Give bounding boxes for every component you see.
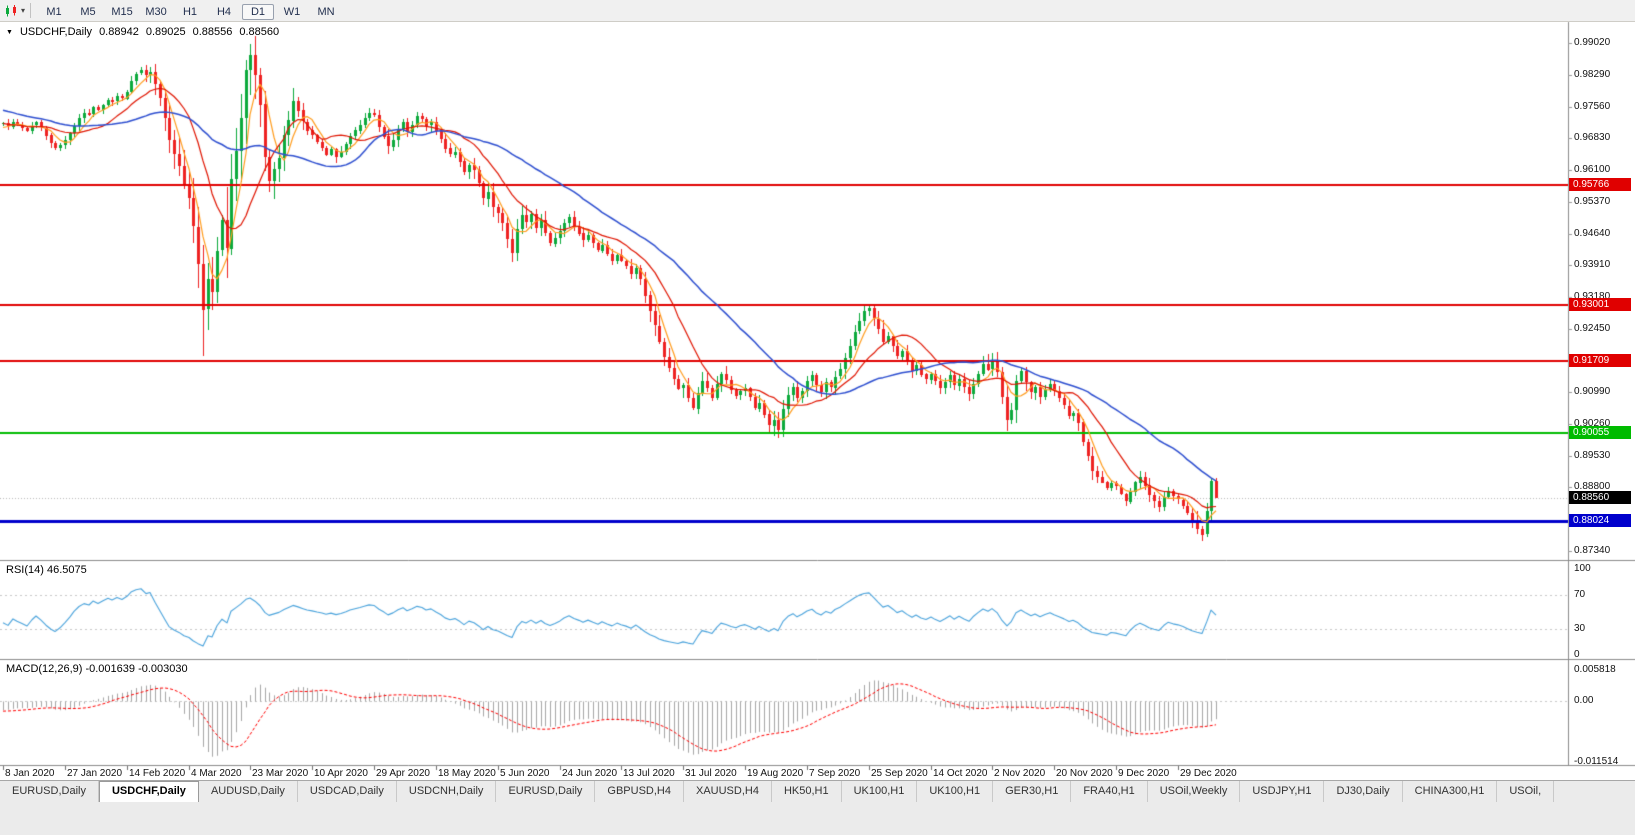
chart-tab-eurusd-daily[interactable]: EURUSD,Daily (0, 781, 99, 802)
rsi-scale-label: 0 (1574, 649, 1580, 660)
rsi-scale-label: 30 (1574, 623, 1586, 635)
price-tick-label: 0.90260 (1574, 417, 1611, 429)
date-label: 2 Nov 2020 (994, 768, 1046, 779)
chart-tab-usdjpy-h1[interactable]: USDJPY,H1 (1240, 781, 1325, 802)
price-tick-label: 0.94640 (1574, 227, 1611, 239)
chart-tab-usdchf-daily[interactable]: USDCHF,Daily (98, 781, 199, 802)
macd-scale-label: 0.00 (1574, 694, 1594, 706)
timeframe-button-mn[interactable]: MN (317, 5, 335, 18)
price-tick-label: 0.93910 (1574, 259, 1611, 271)
date-label: 23 Mar 2020 (252, 768, 309, 779)
timeframe-button-m5[interactable]: M5 (80, 5, 96, 18)
macd-scale-label: -0.011514 (1574, 756, 1619, 767)
chart-tab-gbpusd-h4[interactable]: GBPUSD,H4 (595, 781, 684, 802)
toolbar-separator (30, 3, 32, 18)
chart-tab-hk50-h1[interactable]: HK50,H1 (771, 781, 842, 802)
chart-title: ▼ USDCHF,Daily 0.88942 0.89025 0.88556 0… (6, 26, 279, 38)
current-price-badge: 0.88560 (1569, 491, 1631, 504)
date-label: 29 Apr 2020 (376, 768, 430, 779)
rsi-scale-label: 100 (1574, 563, 1591, 574)
price-tick-label: 0.99020 (1574, 37, 1611, 49)
price-tick-label: 0.98290 (1574, 69, 1611, 81)
date-label: 7 Sep 2020 (809, 768, 861, 779)
price-tick-label: 0.93180 (1574, 291, 1611, 303)
date-label: 9 Dec 2020 (1118, 768, 1170, 779)
date-label: 24 Jun 2020 (562, 768, 618, 779)
date-label: 8 Jan 2020 (5, 768, 55, 779)
price-tick-label: 0.96830 (1574, 132, 1611, 144)
timeframe-buttons: M1 M5 M15 M30 H1 H4 D1 W1 MN (37, 2, 343, 20)
chart-tab-audusd-daily[interactable]: AUDUSD,Daily (198, 781, 298, 802)
macd-indicator-label: MACD(12,26,9) -0.001639 -0.003030 (6, 663, 188, 675)
price-tick-label: 0.90990 (1574, 386, 1611, 398)
price-tick-label: 0.88800 (1574, 481, 1611, 493)
chart-tabbar: EURUSD,Daily USDCHF,Daily AUDUSD,Daily USDC… (0, 780, 1635, 835)
date-label: 25 Sep 2020 (871, 768, 928, 779)
price-level-badge: 0.93001 (1569, 298, 1631, 311)
price-level-badge: 0.88024 (1569, 514, 1631, 527)
date-label: 13 Jul 2020 (623, 768, 675, 779)
timeframe-button-m30[interactable]: M30 (145, 5, 167, 18)
ohlc-close: 0.88560 (239, 26, 280, 38)
chart-type-icon[interactable] (4, 4, 20, 18)
price-level-badge: 0.95766 (1569, 178, 1631, 191)
chart-tab-usoil-weekly[interactable]: USOil,Weekly (1147, 781, 1241, 802)
price-tick-label: 0.92450 (1574, 322, 1611, 334)
rsi-indicator-label: RSI(14) 46.5075 (6, 564, 87, 576)
price-tick-label: 0.97560 (1574, 100, 1611, 112)
chart-tab-usdcnh-daily[interactable]: USDCNH,Daily (396, 781, 497, 802)
chart-tab-usdcad-daily[interactable]: USDCAD,Daily (297, 781, 397, 802)
chart-tab-ger30-h1[interactable]: GER30,H1 (993, 781, 1072, 802)
date-label: 31 Jul 2020 (685, 768, 737, 779)
macd-scale-label: 0.005818 (1574, 664, 1616, 675)
dropdown-caret-icon[interactable]: ▾ (21, 6, 26, 15)
timeframe-button-h1[interactable]: H1 (182, 5, 198, 18)
price-tick-label: 0.87340 (1574, 544, 1611, 556)
date-label: 5 Jun 2020 (500, 768, 550, 779)
date-label: 4 Mar 2020 (191, 768, 242, 779)
chart-tab-usoil[interactable]: USOil, (1497, 781, 1555, 802)
timeframe-button-d1[interactable]: D1 (242, 3, 275, 20)
chart-tab-uk100-h1[interactable]: UK100,H1 (917, 781, 994, 802)
chart-tab-china300-h1[interactable]: CHINA300,H1 (1402, 781, 1498, 802)
price-level-badge: 0.90055 (1569, 426, 1631, 439)
date-label: 27 Jan 2020 (67, 768, 123, 779)
timeframe-button-w1[interactable]: W1 (283, 5, 301, 18)
chart-tab-xauusd-h4[interactable]: XAUUSD,H4 (683, 781, 772, 802)
chart-tab-fra40-h1[interactable]: FRA40,H1 (1071, 781, 1148, 802)
date-label: 19 Aug 2020 (747, 768, 804, 779)
price-tick-label: 0.95370 (1574, 195, 1611, 207)
price-tick-label: 0.96100 (1574, 164, 1611, 176)
timeframe-toolbar: ▾ M1 M5 M15 M30 H1 H4 D1 W1 MN (0, 0, 1635, 22)
ohlc-open: 0.88942 (99, 26, 139, 38)
price-tick-label: 0.89530 (1574, 449, 1611, 461)
chart-symbol-label: USDCHF,Daily (19, 26, 93, 38)
price-level-badge: 0.91709 (1569, 354, 1631, 367)
timeframe-button-h4[interactable]: H4 (216, 5, 232, 18)
timeframe-button-m15[interactable]: M15 (111, 5, 133, 18)
chart-tabs: EURUSD,Daily USDCHF,Daily AUDUSD,Daily USDC… (0, 781, 1635, 802)
rsi-scale-label: 70 (1574, 588, 1586, 600)
date-label: 20 Nov 2020 (1056, 768, 1113, 779)
date-label: 14 Feb 2020 (129, 768, 186, 779)
timeframe-button-m1[interactable]: M1 (46, 5, 62, 18)
chart-tab-eurusd-daily[interactable]: EURUSD,Daily (496, 781, 596, 802)
ohlc-high: 0.89025 (145, 26, 186, 38)
chart-tab-uk100-h1[interactable]: UK100,H1 (841, 781, 918, 802)
chart-menu-icon[interactable]: ▼ (6, 28, 13, 36)
ohlc-low: 0.88556 (192, 26, 233, 38)
date-label: 14 Oct 2020 (933, 768, 988, 779)
date-label: 10 Apr 2020 (314, 768, 368, 779)
date-label: 18 May 2020 (438, 768, 496, 779)
chart-tab-dj30-daily[interactable]: DJ30,Daily (1324, 781, 1403, 802)
date-label: 29 Dec 2020 (1180, 768, 1237, 779)
